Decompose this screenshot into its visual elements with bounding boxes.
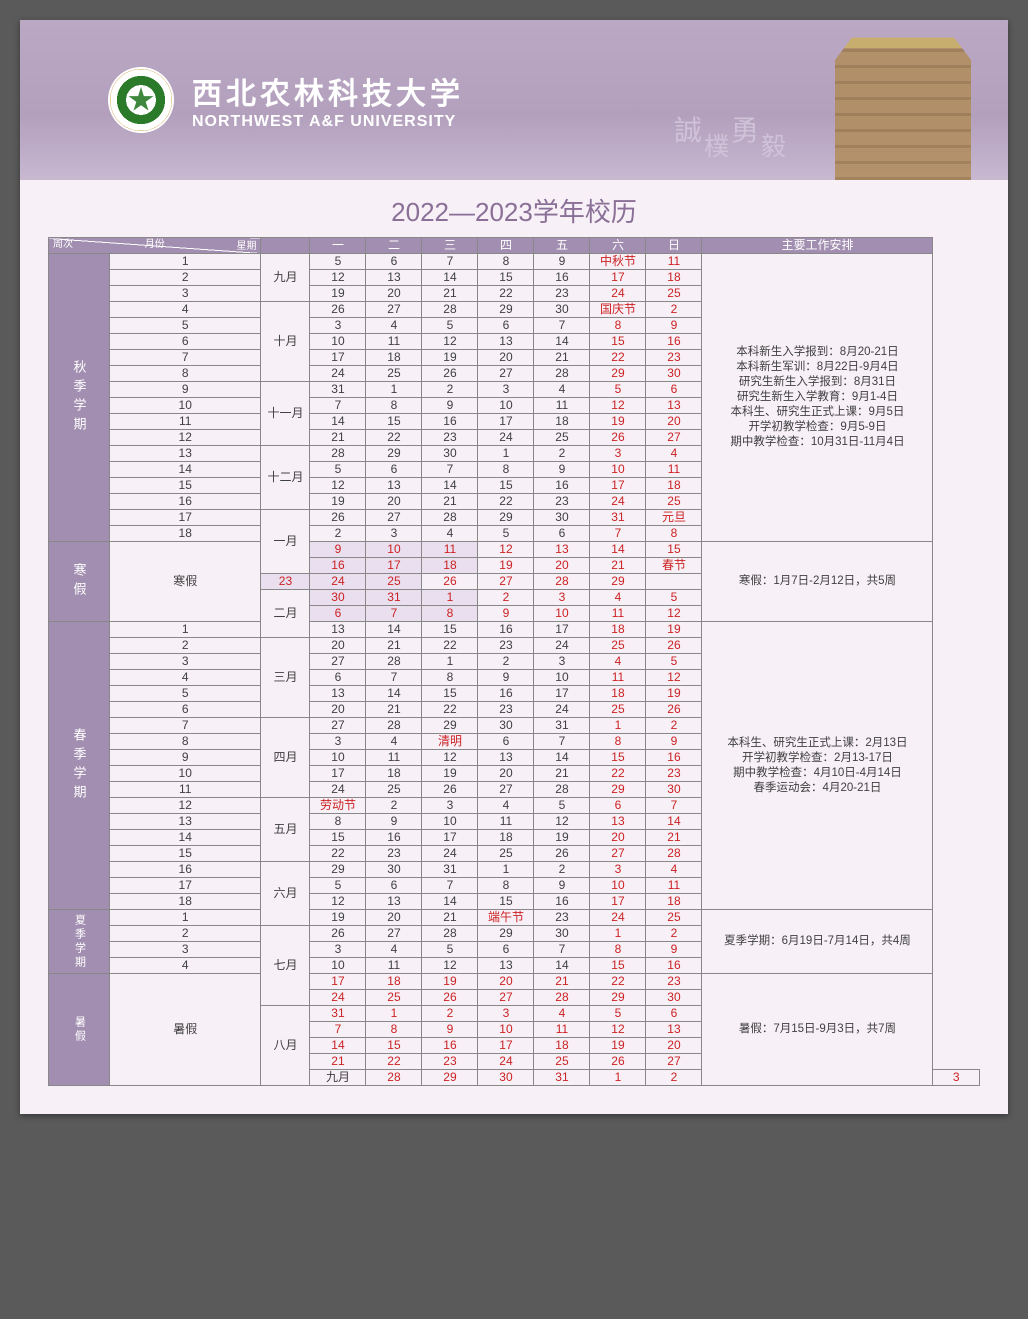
dow-tue: 二 (366, 238, 422, 254)
calendar-table: 星期 月份 周次 一 二 三 四 五 六 日 主要工作安排 秋季学期 1九月 5… (48, 237, 980, 1086)
dow-mon: 一 (310, 238, 366, 254)
header-month-col (261, 238, 310, 254)
banner: 西北农林科技大学 NORTHWEST A&F UNIVERSITY 誠樸勇毅 (20, 20, 1008, 180)
dow-wed: 三 (422, 238, 478, 254)
motto: 誠樸勇毅 (674, 115, 788, 155)
dow-fri: 五 (534, 238, 590, 254)
university-name-cn: 西北农林科技大学 (192, 69, 464, 113)
dow-sun: 日 (646, 238, 702, 254)
winter-notes: 寒假：1月7日-2月12日，共5周 (702, 542, 933, 622)
page-title: 2022—2023学年校历 (20, 180, 1008, 237)
fall-notes: 本科新生入学报到：8月20-21日 本科新生军训：8月22日-9月4日 研究生新… (702, 254, 933, 542)
term-winter: 寒假 (49, 542, 110, 622)
university-logo (110, 69, 172, 131)
document-page: 西北农林科技大学 NORTHWEST A&F UNIVERSITY 誠樸勇毅 2… (20, 20, 1008, 1114)
summer-term-notes: 夏季学期：6月19日-7月14日，共4周 (702, 910, 933, 974)
header-schedule: 主要工作安排 (702, 238, 933, 254)
summer-vac-notes: 暑假：7月15日-9月3日，共7周 (702, 974, 933, 1086)
university-name-en: NORTHWEST A&F UNIVERSITY (192, 113, 464, 131)
term-summer-vac: 暑假 (49, 974, 110, 1086)
building-illustration (818, 30, 988, 180)
dow-thu: 四 (478, 238, 534, 254)
spring-notes: 本科生、研究生正式上课：2月13日 开学初教学检查：2月13-17日 期中教学检… (702, 622, 933, 910)
term-spring: 春季学期 (49, 622, 110, 910)
header-diagonal: 星期 月份 周次 (49, 238, 261, 254)
dow-sat: 六 (590, 238, 646, 254)
term-summer: 夏季学期 (49, 910, 110, 974)
term-fall: 秋季学期 (49, 254, 110, 542)
